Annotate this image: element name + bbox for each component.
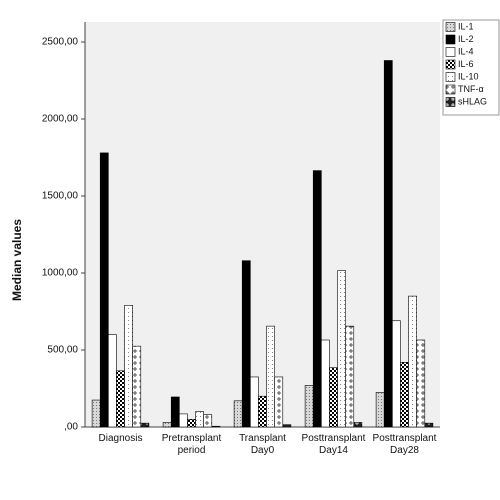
legend-label: IL-1: [458, 21, 474, 31]
bar: [266, 325, 275, 428]
y-tick-label: 2500,00: [42, 37, 79, 48]
bar: [353, 422, 363, 428]
legend-label: IL-6: [458, 59, 474, 69]
x-tick-label: Transplant Day0: [239, 433, 286, 456]
bar: [312, 170, 322, 428]
legend-swatch: [445, 72, 456, 82]
bar: [91, 399, 101, 428]
y-axis-label: Median values: [10, 219, 24, 301]
bar: [233, 400, 243, 428]
bar: [408, 295, 417, 428]
legend-swatch: [445, 22, 456, 32]
bar: [400, 362, 409, 428]
x-tick-label: Diagnosis: [98, 433, 143, 444]
bar: [282, 424, 292, 428]
bar: [250, 376, 259, 428]
legend-label: sHLAG: [458, 96, 487, 106]
x-tick-label: Posttransplant Day28: [372, 433, 437, 456]
bar: [170, 396, 180, 428]
bar: [211, 425, 221, 428]
legend-swatch: [445, 59, 456, 70]
bar: [140, 422, 150, 428]
legend-label: IL-4: [458, 46, 474, 56]
bar: [383, 60, 393, 428]
bar: [321, 339, 330, 428]
bar: [329, 367, 338, 428]
bar: [108, 334, 117, 428]
bar: [195, 411, 204, 428]
legend-label: IL-2: [458, 34, 474, 44]
y-tick-label: ,00: [64, 422, 78, 433]
bar: [304, 385, 314, 428]
bar: [375, 392, 385, 428]
plot-area: [85, 22, 440, 427]
bar: [187, 419, 196, 428]
legend-swatch: [445, 34, 456, 45]
x-tick-label: Pretransplant period: [161, 433, 222, 456]
bar: [179, 413, 188, 428]
bar: [124, 305, 133, 428]
bar: [241, 260, 251, 428]
y-tick-label: 500,00: [47, 345, 78, 356]
bar: [274, 376, 284, 428]
y-tick-label: 1500,00: [42, 191, 79, 202]
bar: [258, 395, 267, 428]
x-tick-label: Posttransplant Day14: [301, 433, 366, 456]
y-tick-label: 2000,00: [42, 114, 79, 125]
bar: [345, 325, 355, 428]
bar: [416, 339, 426, 428]
bar: [424, 422, 434, 428]
legend-swatch: [445, 47, 456, 57]
legend-swatch: [445, 84, 456, 95]
bar: [99, 152, 109, 428]
bar: [116, 370, 125, 428]
bar: [203, 414, 213, 428]
y-tick-label: 1000,00: [42, 268, 79, 279]
bar: [132, 345, 142, 428]
legend-label: TNF-α: [458, 84, 484, 94]
bar: [162, 422, 172, 428]
bar: [392, 320, 401, 428]
legend-label: IL-10: [458, 71, 479, 81]
bar: [337, 270, 346, 428]
legend-swatch: [445, 97, 456, 107]
